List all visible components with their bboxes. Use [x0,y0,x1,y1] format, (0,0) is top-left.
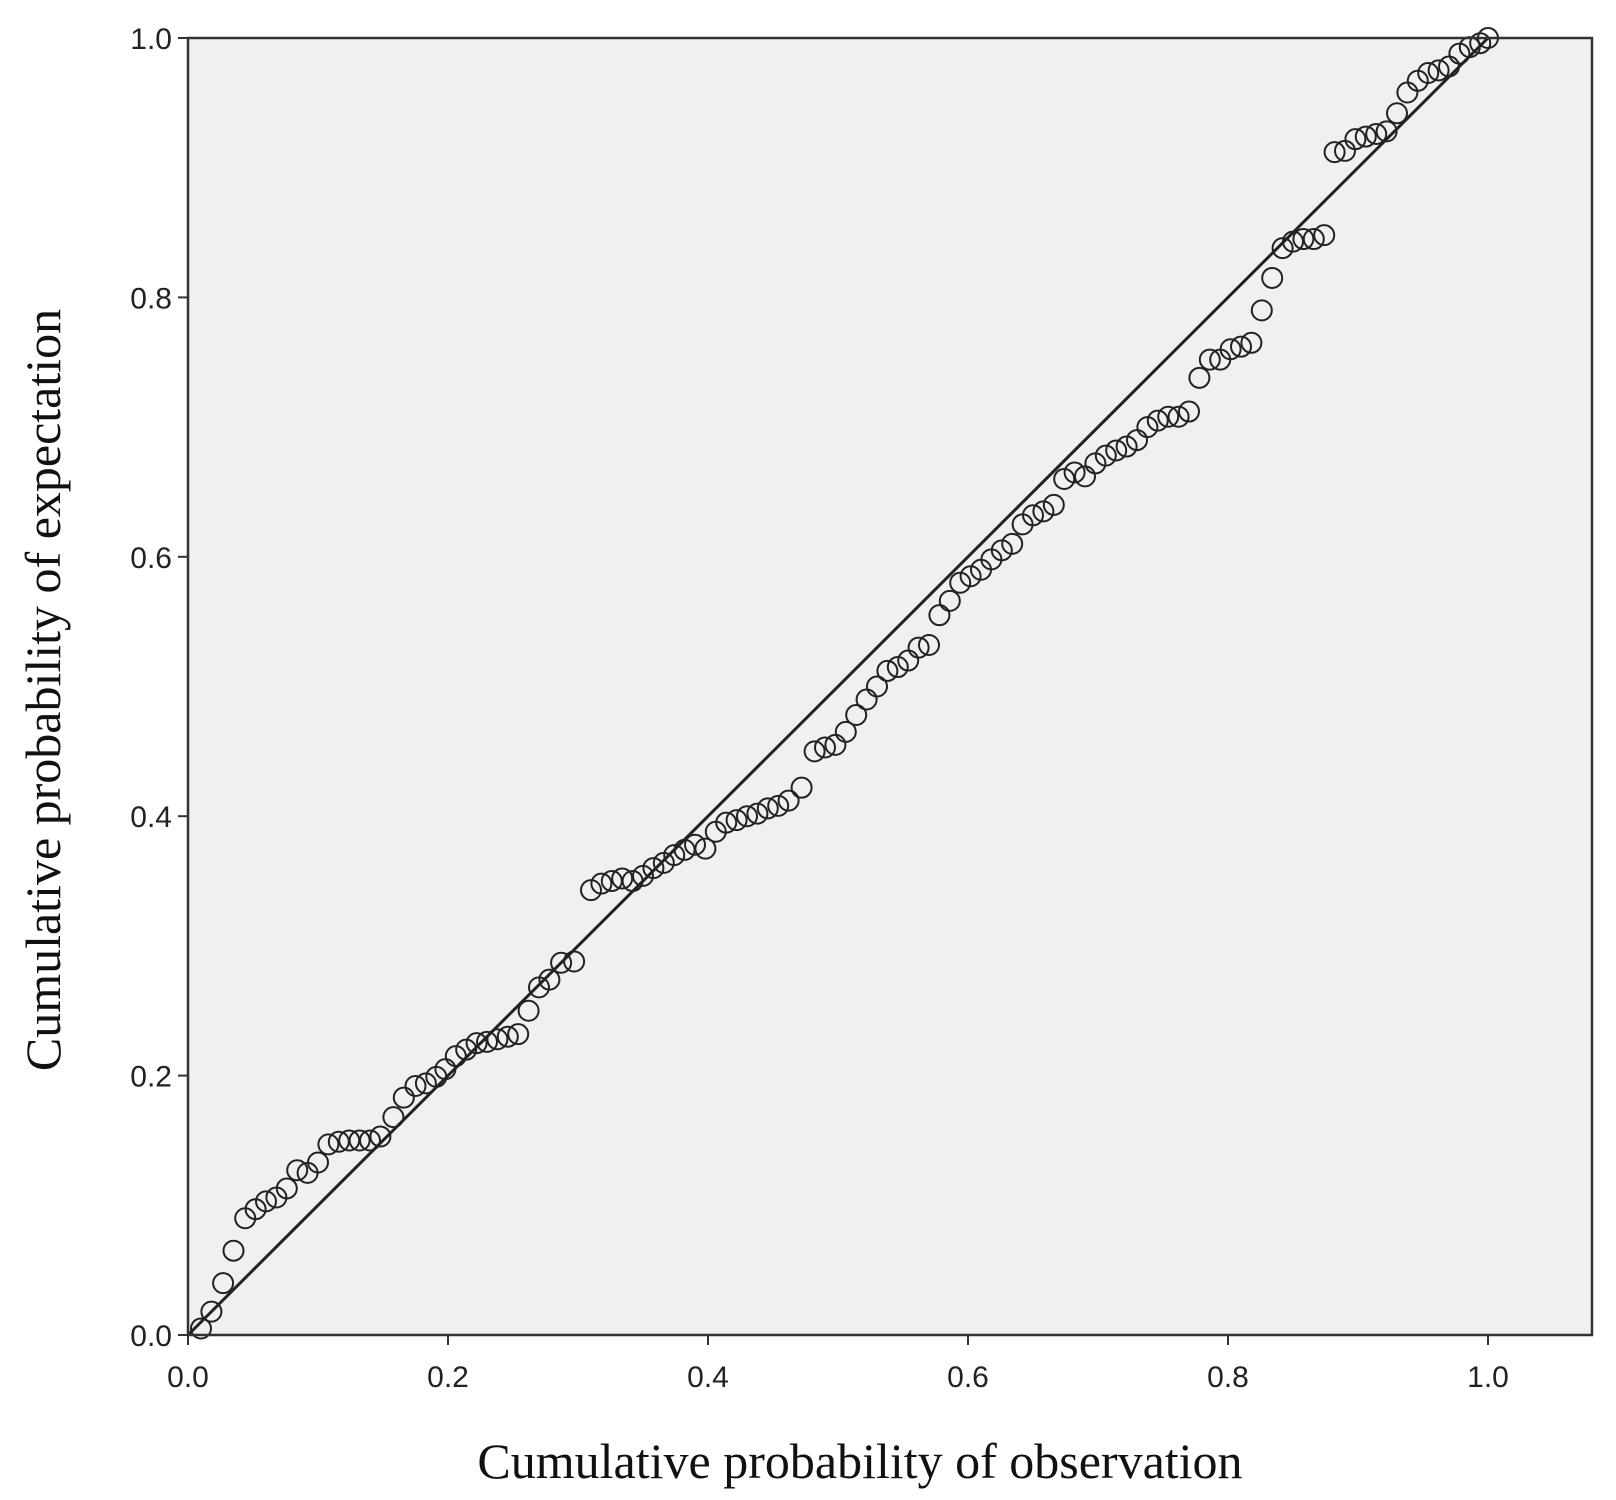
data-point [382,1106,405,1129]
data-point [756,797,779,820]
y-tick-label: 0.4 [130,801,172,834]
data-point [1063,461,1086,484]
data-point [222,1239,245,1262]
data-point [404,1074,427,1097]
data-point [212,1272,235,1295]
x-tick-label: 0.8 [1207,1361,1249,1394]
data-points-layer [190,27,1499,1340]
data-point [1386,102,1408,125]
data-point [1001,532,1024,555]
x-axis-title: Cumulative probability of observation [477,1433,1242,1489]
data-point [1219,338,1242,361]
reference-line-layer [186,36,1490,1337]
data-point [1344,128,1367,151]
data-point [767,794,790,817]
data-point [928,604,951,627]
data-point [1178,400,1200,423]
data-point [663,844,686,867]
data-point [834,720,857,743]
data-point [255,1190,277,1213]
data-point [538,968,561,991]
data-point [876,659,899,682]
data-point [736,805,758,828]
plot-area [188,38,1592,1335]
data-point [1250,299,1273,322]
data-point [1365,122,1388,145]
x-tick-label: 0.2 [427,1361,469,1394]
data-point [1188,366,1211,389]
y-tick-label: 0.2 [130,1061,172,1094]
data-point [1302,228,1325,251]
data-point [845,704,868,727]
data-point [746,802,769,825]
y-tick-label: 0.8 [130,282,172,315]
data-point [307,1151,329,1174]
data-point [1198,348,1221,371]
data-point [938,589,961,612]
data-point [907,636,930,659]
data-point [1094,444,1117,467]
reference-line [186,36,1490,1337]
data-point [1022,504,1044,527]
data-point [1240,331,1263,354]
data-point [1167,405,1190,428]
data-point [563,950,586,973]
data-point [1105,439,1128,462]
data-point [642,857,665,880]
data-point [1375,120,1398,143]
data-point [275,1177,298,1200]
data-point [1292,228,1315,251]
data-point [1261,266,1284,289]
data-point [1427,59,1450,82]
data-point [1042,493,1065,516]
y-tick-label: 0.0 [130,1320,172,1353]
data-point [392,1086,415,1109]
data-point [725,809,748,832]
data-point [476,1030,498,1053]
data-point [465,1032,488,1055]
y-tick-label: 0.6 [130,542,172,575]
data-point [590,872,613,895]
axes-layer: 0.0 0.2 0.4 0.6 0.8 1.0 0.0 0.2 0.4 0.6 0.8 1.0 [130,23,1509,1394]
data-point [359,1129,381,1152]
data-point [200,1300,223,1323]
data-point [611,867,634,890]
x-tick-label: 0.0 [167,1361,209,1394]
data-point [550,951,573,974]
x-tick-label: 0.4 [687,1361,729,1394]
data-point [496,1025,519,1048]
data-point [1323,141,1346,164]
data-point [286,1159,309,1182]
data-point [517,999,540,1022]
data-point [1354,125,1377,148]
data-point [790,776,813,799]
data-point [1417,62,1440,85]
data-point [369,1125,392,1148]
data-point [715,811,738,834]
y-axis-title: Cumulative probability of expectation [15,309,71,1071]
data-point [1157,405,1180,428]
plot-frame [186,36,1594,1337]
data-point [190,1317,212,1340]
data-point [621,870,644,893]
data-point [348,1129,371,1152]
data-point [1282,230,1304,253]
y-tick-label: 1.0 [130,23,172,56]
data-point [918,633,940,656]
x-tick-label: 1.0 [1467,1361,1509,1394]
data-point [507,1023,530,1046]
data-point [1146,409,1169,432]
data-point [694,837,717,860]
x-tick-label: 0.6 [947,1361,989,1394]
data-point [317,1133,340,1156]
data-point [803,740,826,763]
data-point [684,833,706,856]
data-point [777,789,800,812]
data-point [1313,224,1336,247]
data-point [486,1028,509,1051]
data-point [1230,335,1252,358]
data-point [866,675,888,698]
data-point [814,736,836,759]
